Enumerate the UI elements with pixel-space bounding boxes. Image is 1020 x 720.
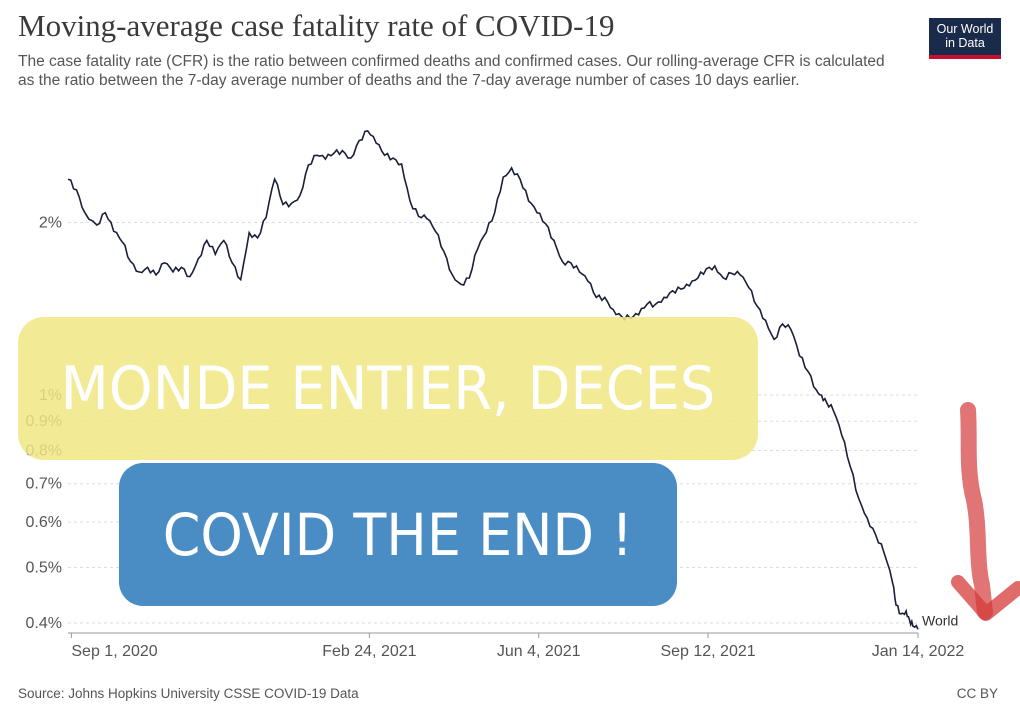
overlay-banner-bottom-text: COVID THE END ! xyxy=(162,500,634,569)
chart-gridlines xyxy=(68,221,918,624)
x-tick-label: Jun 4, 2021 xyxy=(497,643,581,660)
source-note: Source: Johns Hopkins University CSSE CO… xyxy=(18,686,359,701)
hand-drawn-arrow-icon xyxy=(951,402,1020,621)
overlay-banner-top-text: MONDE ENTIER, DECES xyxy=(60,353,716,424)
x-axis-labels: Sep 1, 2020 Feb 24, 2021 Jun 4, 2021 Sep 12… xyxy=(70,633,965,660)
chart-title: Moving-average case fatality rate of COV… xyxy=(18,8,615,43)
x-tick-label: Sep 12, 2021 xyxy=(660,643,755,660)
our-world-in-data-logo[interactable]: Our World in Data xyxy=(929,18,1001,59)
y-tick-label: 2% xyxy=(39,214,62,231)
series-line-world[interactable] xyxy=(67,130,919,630)
overlay-banner-top: MONDE ENTIER, DECES xyxy=(18,317,758,460)
x-tick-label: Jan 14, 2022 xyxy=(872,643,965,660)
overlay-banner-bottom: COVID THE END ! xyxy=(119,463,677,606)
license-link[interactable]: CC BY xyxy=(956,686,998,701)
logo-line-2: in Data xyxy=(945,36,985,50)
y-tick-label: 0.6% xyxy=(26,514,62,531)
y-tick-label: 0.4% xyxy=(26,615,62,632)
y-tick-label: 0.7% xyxy=(26,476,62,493)
y-tick-label: 0.5% xyxy=(26,559,62,576)
x-tick-label: Sep 1, 2020 xyxy=(71,643,157,660)
chart-subtitle: The case fatality rate (CFR) is the rati… xyxy=(18,53,885,89)
x-tick-label: Feb 24, 2021 xyxy=(322,643,416,660)
series-group: World xyxy=(67,130,958,630)
logo-line-1: Our World xyxy=(936,22,994,36)
series-label: World xyxy=(922,612,958,628)
